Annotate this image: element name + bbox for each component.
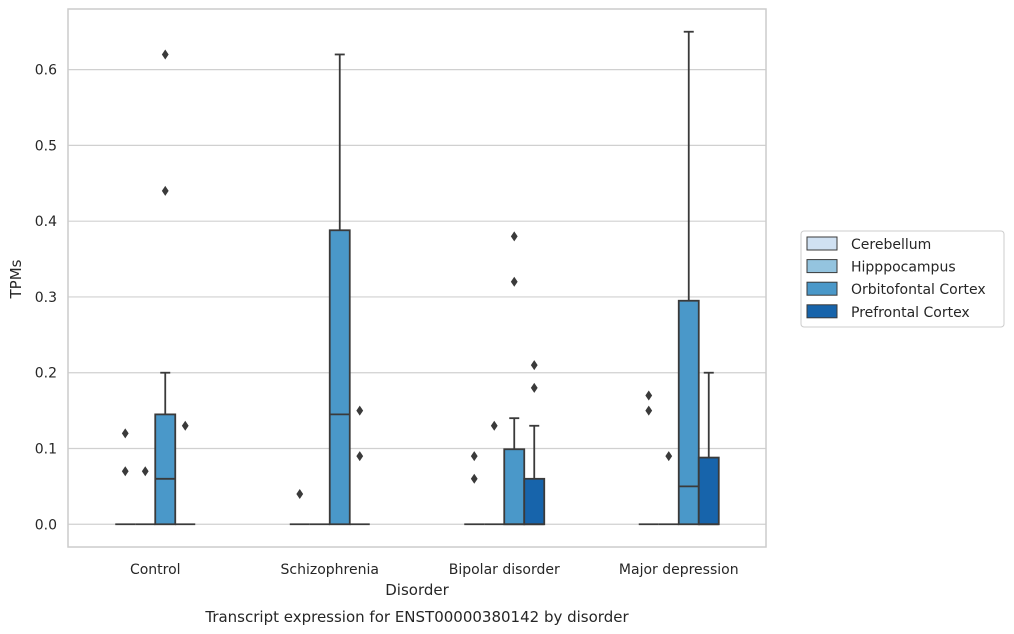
outlier-point [141, 466, 149, 477]
chart-caption: Transcript expression for ENST0000038014… [204, 608, 629, 626]
legend-label: Cerebellum [851, 237, 931, 253]
series-orbitofontal-cortex [154, 30, 700, 526]
legend-swatch [806, 281, 838, 296]
box-groups [115, 30, 720, 526]
x-axis-title: Disorder [385, 581, 449, 599]
outlier-point [490, 420, 498, 431]
plot-area-frame [67, 8, 767, 548]
outlier-point [470, 473, 478, 484]
x-tick-label: Major depression [619, 562, 739, 578]
y-tick-label: 0.4 [35, 214, 57, 230]
outlier-point [645, 405, 653, 416]
box [523, 477, 546, 526]
outlier-point [356, 451, 364, 462]
x-axis-ticks: Control Schizophrenia Bipolar disorder Majo… [130, 562, 739, 578]
y-tick-label: 0.5 [35, 138, 57, 154]
outlier-point [510, 276, 518, 287]
outlier-point [470, 451, 478, 462]
box [697, 456, 720, 526]
outlier-point [510, 231, 518, 242]
y-tick-label: 0.6 [35, 63, 57, 79]
legend-swatch [806, 236, 838, 251]
legend-frame [800, 230, 1005, 328]
legend-label: Hipppocampus [851, 260, 956, 276]
box [154, 413, 177, 526]
outlier-point [296, 488, 304, 499]
y-axis-title: TPMs [7, 259, 25, 299]
outlier-point [530, 360, 538, 371]
y-tick-label: 0.3 [35, 290, 57, 306]
box [328, 229, 351, 526]
legend-swatch [806, 304, 838, 319]
series-prefrontal-cortex [175, 360, 720, 526]
outlier-point [161, 49, 169, 60]
outlier-point [356, 405, 364, 416]
y-tick-label: 0.0 [35, 517, 57, 533]
y-tick-label: 0.1 [35, 441, 57, 457]
y-tick-label: 0.2 [35, 366, 57, 382]
outlier-point [161, 185, 169, 196]
gridlines [68, 69, 766, 525]
legend-swatch [806, 259, 838, 274]
box [677, 299, 700, 526]
outlier-point [665, 451, 673, 462]
legend-label: Orbitofontal Cortex [851, 282, 986, 298]
y-axis-ticks: 0.0 0.1 0.2 0.3 0.4 0.5 0.6 [35, 63, 57, 534]
outlier-point [121, 428, 129, 439]
series-hipppocampus [135, 420, 679, 526]
x-tick-label: Bipolar disorder [449, 562, 560, 578]
x-tick-label: Schizophrenia [281, 562, 379, 578]
series-cerebellum [115, 390, 659, 526]
outlier-point [645, 390, 653, 401]
outlier-point [530, 382, 538, 393]
box [503, 448, 526, 526]
outlier-point [121, 466, 129, 477]
outlier-point [181, 420, 189, 431]
legend-label: Prefrontal Cortex [851, 305, 970, 321]
legend: Cerebellum Hipppocampus Orbitofontal Corte… [800, 230, 1005, 328]
x-tick-label: Control [130, 562, 181, 578]
